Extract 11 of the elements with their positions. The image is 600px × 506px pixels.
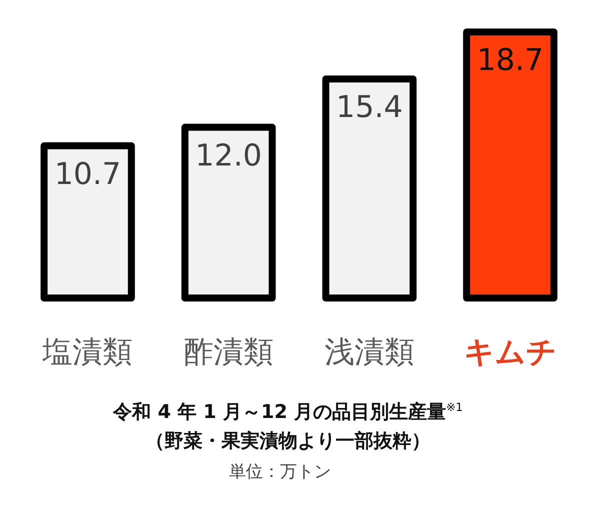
data-label: 18.7	[476, 43, 544, 78]
text: （野菜・果実漬物より一部抜粋）	[146, 430, 430, 452]
data-label: 15.4	[336, 90, 403, 125]
text: 令和 4 年 1 月～12 月の品目別生産量$^{※1}$	[112, 400, 463, 423]
x-tick-label: 酢漬類	[184, 335, 274, 370]
x-tick-label: 塩漬類	[42, 335, 133, 370]
data-label: 10.7	[54, 156, 122, 192]
data-label: 12.0	[195, 138, 262, 174]
x-tick-label: 浅漬類	[324, 335, 414, 370]
x-tick-label: キムチ	[464, 335, 557, 370]
text: 単位：万トン	[229, 462, 331, 482]
